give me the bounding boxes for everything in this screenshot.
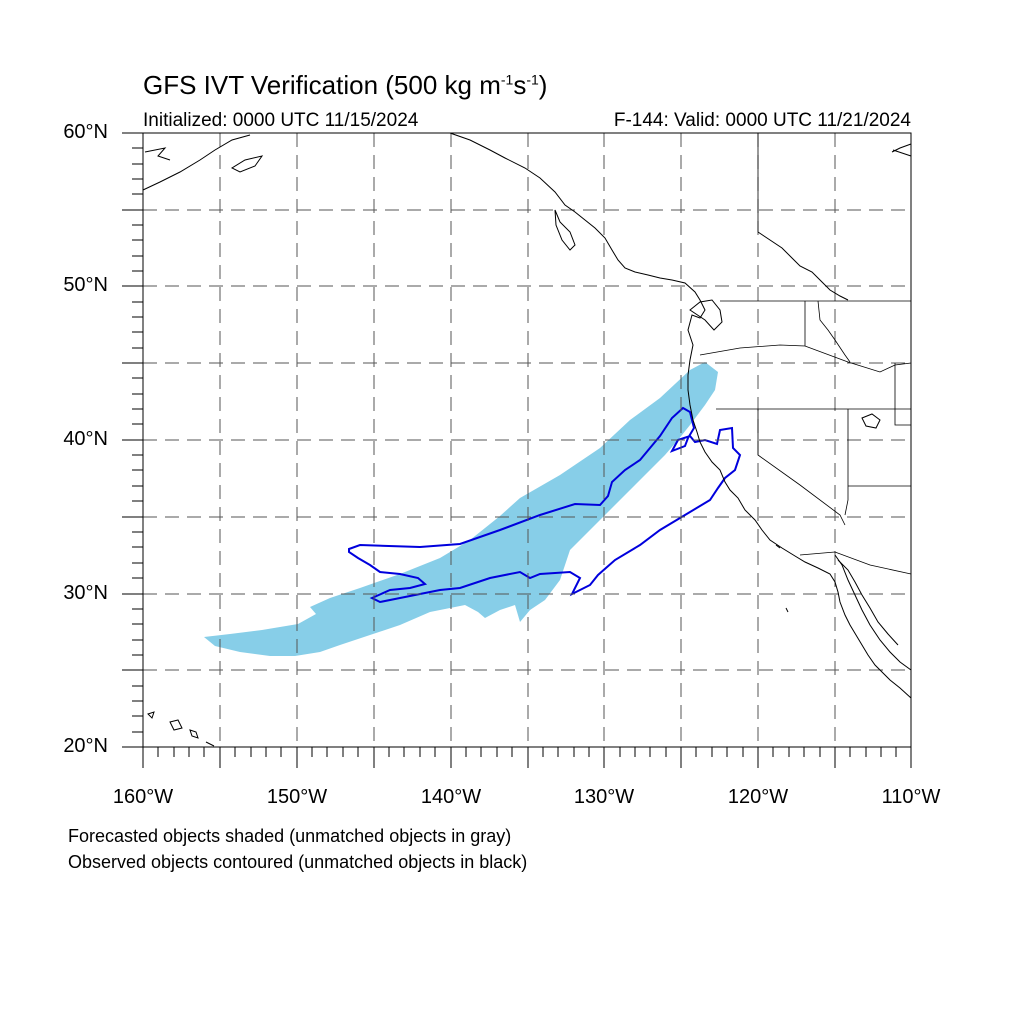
lon-label-150w: 150°W: [266, 786, 328, 808]
axis-ticks: [122, 132, 912, 768]
coastlines: [142, 132, 912, 747]
lon-label-160w: 160°W: [112, 786, 174, 808]
observed-ivt-contour: [348, 406, 742, 604]
forecast-ivt-object: [204, 362, 718, 656]
lon-label-130w: 130°W: [573, 786, 635, 808]
lat-label-20: 20°N: [63, 735, 108, 757]
map-title: GFS IVT Verification (500 kg m-1s-1): [143, 70, 548, 100]
political-boundaries: [699, 133, 912, 575]
graticule: [143, 133, 911, 747]
minor-ticks: [132, 147, 897, 757]
observed-note: Observed objects contoured (unmatched ob…: [68, 852, 528, 872]
lat-label-30: 30°N: [63, 582, 108, 604]
forecast-note: Forecasted objects shaded (unmatched obj…: [68, 826, 512, 846]
lon-label-120w: 120°W: [727, 786, 789, 808]
lat-label-60: 60°N: [63, 121, 108, 143]
valid-time-label: F-144: Valid: 0000 UTC 11/21/2024: [613, 110, 911, 131]
lat-label-50: 50°N: [63, 274, 108, 296]
lat-label-40: 40°N: [63, 428, 108, 450]
lon-label-140w: 140°W: [420, 786, 482, 808]
init-time-label: Initialized: 0000 UTC 11/15/2024: [143, 110, 419, 131]
lon-label-110w: 110°W: [881, 786, 941, 808]
